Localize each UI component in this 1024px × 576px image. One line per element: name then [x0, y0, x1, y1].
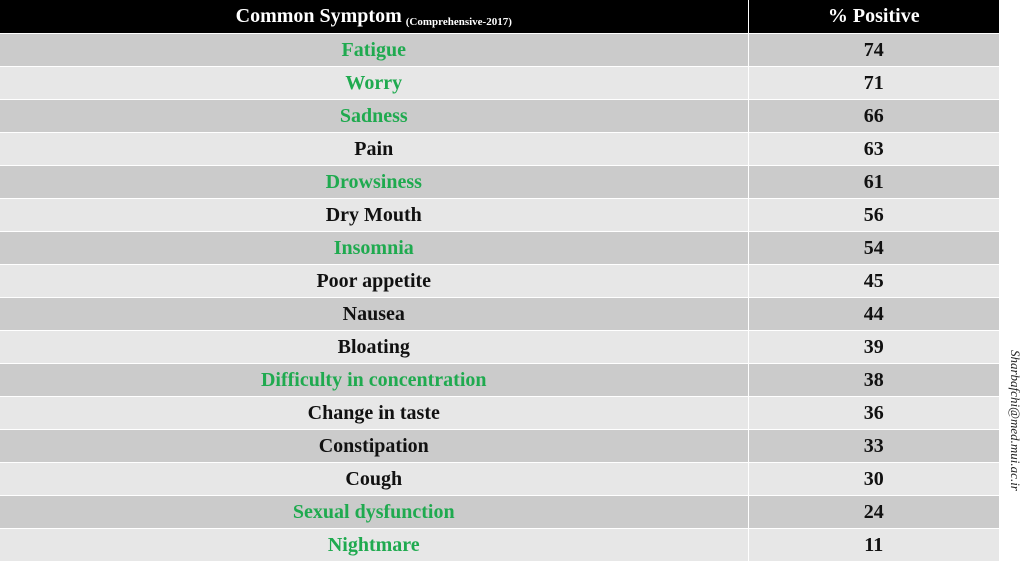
table-row: Poor appetite 45 [0, 264, 999, 298]
symptom-cell: Nausea [0, 297, 749, 331]
table-row: Insomnia 54 [0, 231, 999, 265]
percent-cell: 38 [748, 363, 999, 397]
table-header-row: Common Symptom (Comprehensive-2017) % Pos… [0, 0, 999, 34]
percent-column-header: % Positive [748, 0, 999, 34]
table-row: Drowsiness 61 [0, 165, 999, 199]
percent-cell: 44 [748, 297, 999, 331]
symptom-column-header: Common Symptom (Comprehensive-2017) [0, 0, 749, 34]
table-row: Sadness 66 [0, 99, 999, 133]
percent-cell: 71 [748, 66, 999, 100]
percent-cell: 66 [748, 99, 999, 133]
percent-cell: 33 [748, 429, 999, 463]
percent-cell: 11 [748, 528, 999, 562]
symptom-cell: Constipation [0, 429, 749, 463]
percent-cell: 56 [748, 198, 999, 232]
symptom-cell: Pain [0, 132, 749, 166]
symptom-cell: Dry Mouth [0, 198, 749, 232]
symptom-cell: Bloating [0, 330, 749, 364]
table-row: Pain 63 [0, 132, 999, 166]
percent-cell: 39 [748, 330, 999, 364]
table-row: Fatigue 74 [0, 33, 999, 67]
symptom-cell: Change in taste [0, 396, 749, 430]
percent-cell: 36 [748, 396, 999, 430]
symptom-cell: Poor appetite [0, 264, 749, 298]
percent-cell: 45 [748, 264, 999, 298]
percent-cell: 54 [748, 231, 999, 265]
percent-cell: 74 [748, 33, 999, 67]
table-row: Sexual dysfunction 24 [0, 495, 999, 529]
table-row: Change in taste 36 [0, 396, 999, 430]
table-row: Constipation 33 [0, 429, 999, 463]
table-row: Dry Mouth 56 [0, 198, 999, 232]
symptom-cell: Insomnia [0, 231, 749, 265]
symptom-header-subtitle: (Comprehensive-2017) [405, 16, 512, 28]
symptom-cell: Sexual dysfunction [0, 495, 749, 529]
percent-cell: 61 [748, 165, 999, 199]
symptom-cell: Nightmare [0, 528, 749, 562]
table-row: Bloating 39 [0, 330, 999, 364]
symptom-cell: Drowsiness [0, 165, 749, 199]
symptom-cell: Difficulty in concentration [0, 363, 749, 397]
symptom-header-label: Common Symptom [235, 5, 402, 27]
table-row: Worry 71 [0, 66, 999, 100]
percent-cell: 24 [748, 495, 999, 529]
symptom-table: Common Symptom (Comprehensive-2017) % Pos… [0, 0, 999, 562]
table-row: Difficulty in concentration 38 [0, 363, 999, 397]
table-row: Cough 30 [0, 462, 999, 496]
email-watermark: Sharbafchi@med.mui.ac.ir [1008, 350, 1023, 491]
percent-cell: 30 [748, 462, 999, 496]
symptom-cell: Fatigue [0, 33, 749, 67]
table-row: Nausea 44 [0, 297, 999, 331]
symptom-cell: Sadness [0, 99, 749, 133]
table-body: Fatigue 74 Worry 71 Sadness 66 Pain 63 Drowsines… [0, 33, 999, 562]
percent-cell: 63 [748, 132, 999, 166]
symptom-cell: Cough [0, 462, 749, 496]
table-row: Nightmare 11 [0, 528, 999, 562]
symptom-cell: Worry [0, 66, 749, 100]
